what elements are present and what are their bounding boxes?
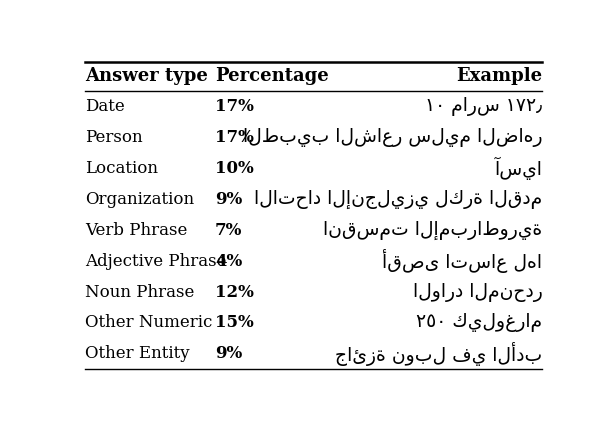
Text: أقصى اتساع لها: أقصى اتساع لها (382, 249, 542, 273)
Text: انقسمت الإمبراطورية: انقسمت الإمبراطورية (323, 221, 542, 240)
Text: جائزة نوبل في الأدب: جائزة نوبل في الأدب (335, 342, 542, 366)
Text: 10%: 10% (215, 160, 254, 177)
Text: الوارد المنحدر: الوارد المنحدر (413, 283, 542, 301)
Text: الطبيب الشاعر سليم الضاهر: الطبيب الشاعر سليم الضاهر (243, 128, 542, 147)
Text: 7%: 7% (215, 221, 243, 239)
Text: Answer type: Answer type (85, 67, 209, 85)
Text: 17%: 17% (215, 129, 254, 146)
Text: Other Entity: Other Entity (85, 345, 190, 362)
Text: Percentage: Percentage (215, 67, 329, 85)
Text: Person: Person (85, 129, 143, 146)
Text: Verb Phrase: Verb Phrase (85, 221, 188, 239)
Text: ٢٥٠ كيلوغرام: ٢٥٠ كيلوغرام (416, 313, 542, 332)
Text: الاتحاد الإنجليزي لكرة القدم: الاتحاد الإنجليزي لكرة القدم (254, 190, 542, 209)
Text: 9%: 9% (215, 190, 242, 208)
Text: Other Numeric: Other Numeric (85, 314, 213, 332)
Text: Location: Location (85, 160, 159, 177)
Text: Noun Phrase: Noun Phrase (85, 283, 195, 301)
Text: آسيا: آسيا (495, 157, 542, 180)
Text: ١٠ مارس ١٧٢٫: ١٠ مارس ١٧٢٫ (425, 97, 542, 116)
Text: Organization: Organization (85, 190, 195, 208)
Text: Date: Date (85, 98, 125, 115)
Text: 9%: 9% (215, 345, 242, 362)
Text: 15%: 15% (215, 314, 254, 332)
Text: Example: Example (457, 67, 542, 85)
Text: Adjective Phrase: Adjective Phrase (85, 252, 227, 270)
Text: 12%: 12% (215, 283, 254, 301)
Text: 17%: 17% (215, 98, 254, 115)
Text: 4%: 4% (215, 252, 242, 270)
